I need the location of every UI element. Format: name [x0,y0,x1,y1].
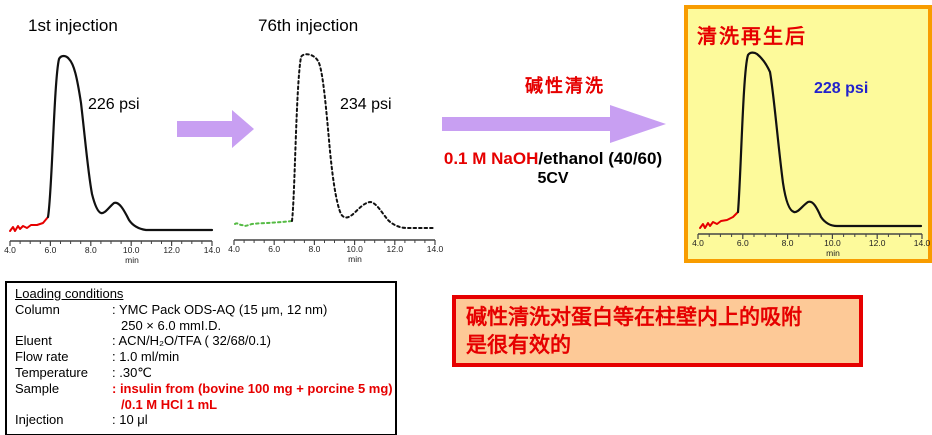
chromatogram-plot: 4.0 6.0 8.0 10.0 12.0 14.0 min [692,51,931,258]
chart-title: 1st injection [28,16,118,35]
chromatogram-trace [736,51,923,228]
arrow-1st-to-76th [177,110,254,148]
reagent-naoh: 0.1 M NaOH [443,149,539,168]
x-axis-unit-label: min [826,248,840,258]
regen-title: 清洗再生后 [697,24,807,48]
condition-label: Eluent [15,333,52,349]
condition-value-sample: : insulin from (bovine 100 mg + porcine … [112,380,393,396]
chart-title: 76th injection [258,16,359,35]
x-axis-major-ticks [697,234,923,239]
x-axis-unit-label: min [125,255,139,265]
condition-label [15,318,112,334]
loading-conditions-box: Loading conditions Column : YMC Pack ODS… [5,281,397,435]
wash-reagent-line: 0.1 M NaOH/ethanol (40/60) [428,149,678,169]
baseline-green-segment [234,220,293,227]
x-tick-label: 12.0 [387,244,404,254]
x-tick-label: 6.0 [737,238,749,248]
condition-value: 250 × 6.0 mmI.D. [121,317,222,333]
condition-value: : .30℃ [112,364,152,380]
x-tick-label: 14.0 [204,245,221,255]
x-axis-minor-ticks [19,241,203,244]
wash-step-label: 碱性清洗 [525,76,605,97]
x-tick-label: 6.0 [268,244,280,254]
x-axis-major-ticks [9,241,213,246]
conclusion-line-2: 是很有效的 [466,332,571,357]
chromatogram-panel-76th-injection: 76th injection 234 psi 4.0 6.0 8.0 10.0 … [228,0,452,272]
condition-row-sample: Sample : insulin from (bovine 100 mg + p… [15,380,393,397]
right-arrow-icon [177,110,254,148]
condition-label [15,397,112,413]
conclusion-line-1: 碱性清洗对蛋白等在柱壁内上的吸附 [466,304,802,329]
condition-value: : 1.0 ml/min [112,349,180,365]
x-tick-label: 4.0 [692,238,704,248]
chromatogram-trace [291,53,436,229]
x-tick-label: 14.0 [914,238,931,248]
x-tick-label: 8.0 [308,244,320,254]
condition-row-sample-cont: /0.1 M HCl 1 mL [15,397,387,413]
right-arrow-icon [442,105,666,143]
x-axis-minor-ticks [708,234,912,237]
condition-row-temperature: Temperature : .30℃ [15,365,387,381]
x-tick-label: 10.0 [824,238,841,248]
x-tick-label: 14.0 [427,244,444,254]
condition-label: Flow rate [15,349,69,365]
x-tick-label: 4.0 [4,245,16,255]
pressure-label: 234 psi [340,96,392,113]
condition-row-column: Column : YMC Pack ODS-AQ (15 μm, 12 nm) [15,302,387,318]
condition-row-flow-rate: Flow rate : 1.0 ml/min [15,349,387,365]
x-tick-label: 8.0 [85,245,97,255]
condition-value: : ACN/H₂O/TFA ( 32/68/0.1) [112,333,271,349]
x-axis-major-ticks [233,240,436,245]
x-tick-label: 12.0 [163,245,180,255]
pressure-label: 226 psi [88,96,140,113]
chromatogram-plot: 4.0 6.0 8.0 10.0 12.0 14.0 min [4,54,221,265]
conclusion-box: 碱性清洗对蛋白等在柱壁内上的吸附 是很有效的 [452,295,863,367]
condition-value: : 10 μl [112,412,148,428]
regenerated-result-box: 清洗再生后 228 psi 4.0 6.0 8.0 10.0 12.0 14.0… [684,5,932,263]
x-tick-label: 10.0 [346,244,363,254]
reagent-ethanol: /ethanol (40/60) [538,149,663,168]
condition-value-sample: /0.1 M HCl 1 mL [121,396,218,412]
condition-label: Column [15,301,60,317]
condition-row-eluent: Eluent : ACN/H₂O/TFA ( 32/68/0.1) [15,333,387,349]
x-tick-label: 12.0 [869,238,886,248]
x-tick-label: 4.0 [228,244,240,254]
condition-row-column-cont: 250 × 6.0 mmI.D. [15,318,387,334]
chromatogram-plot: 4.0 6.0 8.0 10.0 12.0 14.0 min [228,53,444,264]
condition-label: Sample [15,380,60,396]
baseline-red-segment [9,216,49,232]
condition-value: : YMC Pack ODS-AQ (15 μm, 12 nm) [112,301,328,317]
pressure-label: 228 psi [814,80,869,97]
chromatogram-panel-1st-injection: 1st injection 226 psi 4.0 6.0 8.0 10.0 1… [0,0,224,272]
x-tick-label: 10.0 [123,245,140,255]
x-tick-label: 8.0 [782,238,794,248]
condition-row-injection: Injection : 10 μl [15,412,387,428]
x-axis-unit-label: min [348,254,362,264]
baseline-red-segment [699,211,739,229]
x-tick-label: 6.0 [44,245,56,255]
arrow-wash-step [442,105,666,143]
chromatogram-trace [46,54,214,232]
condition-label: Injection [15,412,64,428]
condition-label: Temperature [15,364,88,380]
x-axis-minor-ticks [243,240,426,243]
wash-volume-label: 5CV [537,170,569,187]
loading-conditions-header: Loading conditions [15,286,124,301]
